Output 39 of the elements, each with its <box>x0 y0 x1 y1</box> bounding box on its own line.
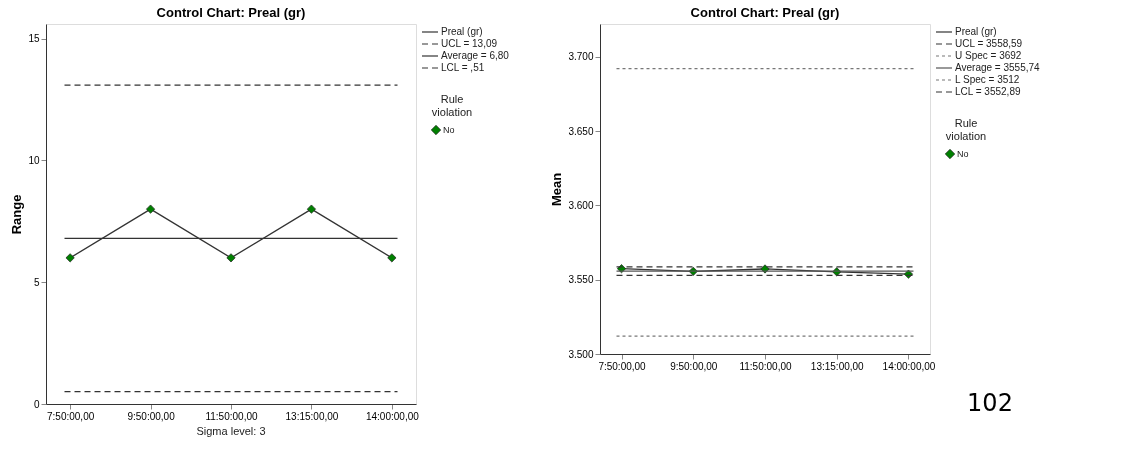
y-tick-label: 3.650 <box>568 125 594 137</box>
y-tick-label: 3.700 <box>568 51 594 63</box>
x-tick-label: 14:00:00,00 <box>882 360 936 372</box>
x-tick-label: 11:50:00,00 <box>739 360 792 372</box>
legend-label: No <box>957 149 969 159</box>
y-tick-label: 3.550 <box>568 274 594 286</box>
y-tick-label: 15 <box>28 33 40 45</box>
x-tick-label: 9:50:00,00 <box>670 360 718 372</box>
text: 102 <box>967 389 1013 417</box>
legend-label: UCL = 13,09 <box>441 38 498 49</box>
chart-title: Control Chart: Preal (gr) <box>690 5 840 20</box>
legend-label: L Spec = 3512 <box>955 74 1020 85</box>
chart-title: Control Chart: Preal (gr) <box>156 5 306 20</box>
y-tick-label: 3.600 <box>568 199 594 211</box>
legend-label: Average = 3555,74 <box>955 62 1041 73</box>
y-tick-label: 3.500 <box>568 348 594 360</box>
y-tick-label: 5 <box>33 276 40 288</box>
legend-label: Preal (gr) <box>955 26 997 37</box>
legend-label: UCL = 3558,59 <box>955 38 1023 49</box>
legend-title: Rule violation <box>945 117 987 142</box>
legend-title: Rule violation <box>431 93 473 118</box>
x-tick-label: 7:50:00,00 <box>47 410 95 422</box>
legend-label: LCL = 3552,89 <box>955 86 1021 97</box>
x-tick-label: 11:50:00,00 <box>205 410 258 422</box>
legend-label: U Spec = 3692 <box>955 50 1022 61</box>
y-tick-label: 0 <box>33 398 40 410</box>
legend-label: LCL = ,51 <box>441 62 485 73</box>
legend-label: No <box>443 125 455 135</box>
text: Sigma level: 3 <box>196 425 266 437</box>
x-tick-label: 14:00:00,00 <box>365 410 420 422</box>
legend-label: Average = 6,80 <box>441 50 510 61</box>
x-tick-label: 13:15:00,00 <box>810 360 865 372</box>
x-tick-label: 13:15:00,00 <box>285 410 339 422</box>
y-axis-title: Mean <box>549 172 565 207</box>
legend-label: Preal (gr) <box>441 26 483 37</box>
y-tick-label: 10 <box>28 154 40 166</box>
x-tick-label: 7:50:00,00 <box>598 360 647 372</box>
x-tick-label: 9:50:00,00 <box>127 410 176 422</box>
y-axis-title: Range <box>9 194 25 235</box>
